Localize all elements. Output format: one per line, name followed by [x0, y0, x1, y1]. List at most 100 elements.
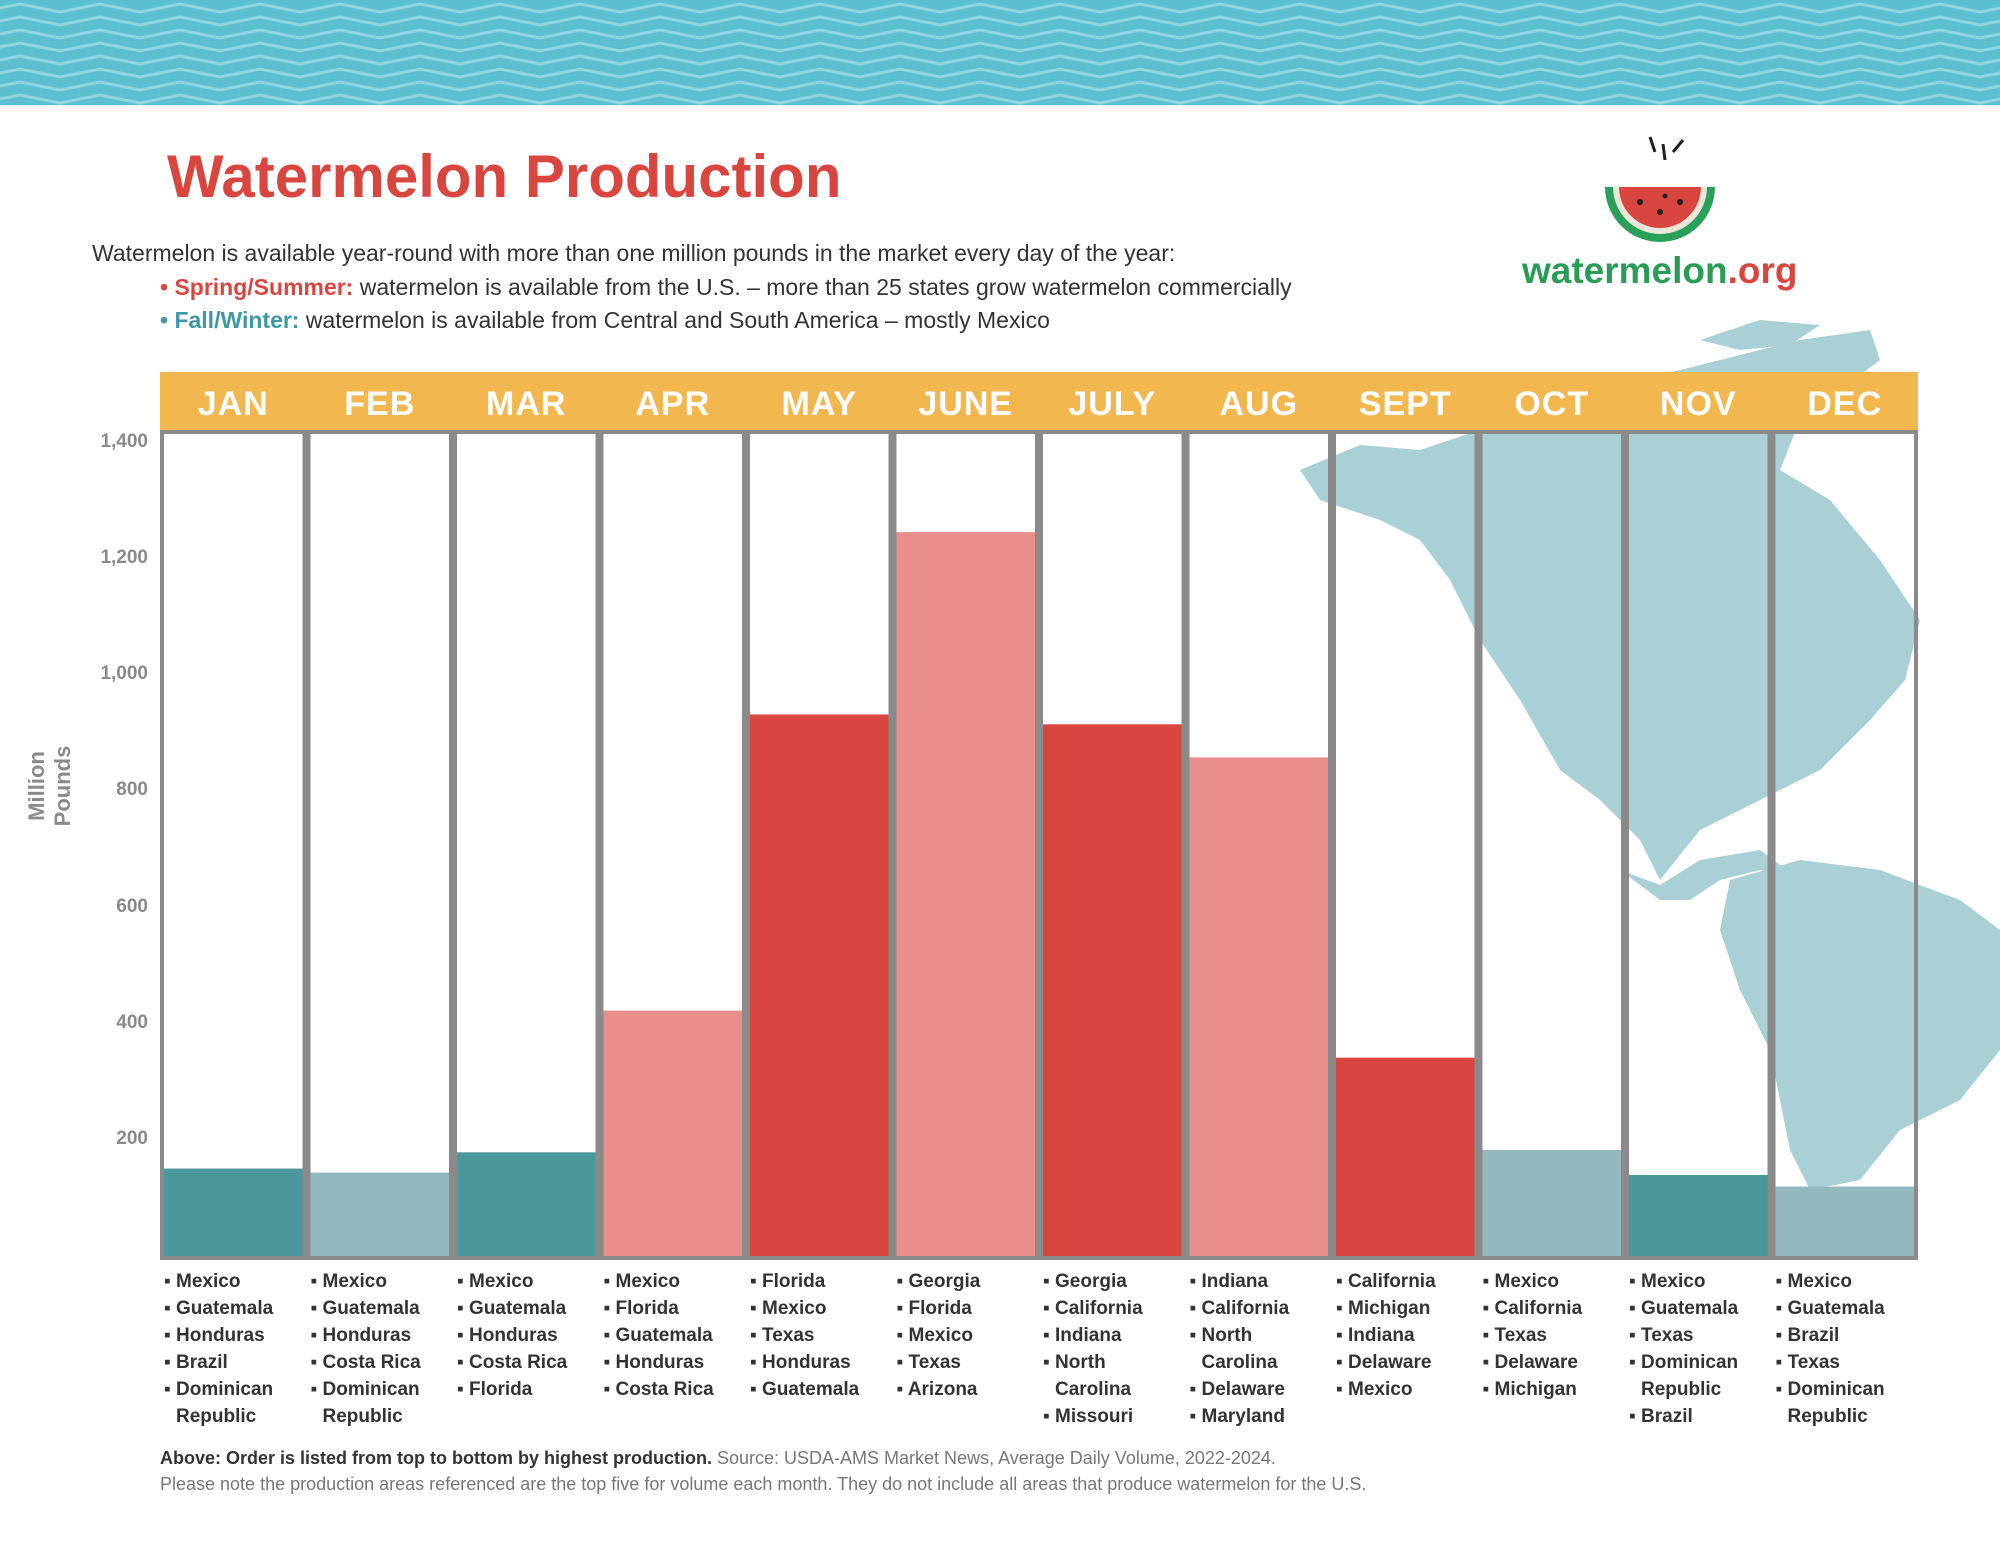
- page-title: Watermelon Production: [167, 143, 842, 210]
- column-border: [1625, 430, 1772, 1260]
- wave-line: [0, 93, 2000, 105]
- bar-may: [746, 714, 893, 1258]
- source-item: ▪ Mexico: [457, 1271, 534, 1292]
- source-item: ▪ Guatemala: [164, 1298, 274, 1319]
- source-item: ▪ Michigan: [1482, 1379, 1577, 1400]
- source-item: ▪ Mexico: [603, 1271, 680, 1292]
- source-item: ▪ California: [1482, 1298, 1583, 1319]
- source-item: ▪ Mexico: [310, 1271, 387, 1292]
- wave-pattern: [0, 2, 2000, 105]
- source-list-mar: ▪ Mexico ▪ Guatemala ▪ Honduras ▪ Costa Ric…: [457, 1268, 600, 1403]
- bar-nov: [1625, 1174, 1772, 1258]
- source-item: ▪ Arizona: [896, 1379, 978, 1400]
- source-list-sept: ▪ California ▪ Michigan ▪ Indiana ▪ Delawar…: [1336, 1268, 1479, 1403]
- source-item: ▪ Costa Rica: [457, 1352, 568, 1373]
- month-label: NOV: [1659, 385, 1737, 423]
- bullet-label: Spring/Summer:: [174, 274, 354, 300]
- source-list-nov: ▪ Mexico ▪ Guatemala ▪ Texas ▪ Dominican Re…: [1629, 1268, 1772, 1430]
- source-list-dec: ▪ Mexico ▪ Guatemala ▪ Brazil ▪ Texas ▪ Domi…: [1776, 1268, 1919, 1430]
- column-border: [1332, 430, 1479, 1260]
- column-border: [746, 430, 893, 1260]
- column-border: [453, 430, 600, 1260]
- month-label: AUG: [1219, 385, 1299, 423]
- month-label: JAN: [197, 385, 269, 423]
- source-item: ▪ Honduras: [750, 1352, 851, 1373]
- source-item: ▪ Florida: [896, 1298, 972, 1319]
- source-item: ▪ Dominican Republic: [164, 1379, 274, 1427]
- source-item: ▪ Florida: [457, 1379, 533, 1400]
- bar-feb: [306, 1172, 453, 1258]
- bar-oct: [1478, 1149, 1625, 1258]
- source-list-aug: ▪ Indiana ▪ California ▪ North Carolina ▪ D…: [1190, 1268, 1333, 1430]
- wave-line: [0, 28, 2000, 40]
- source-item: ▪ Dominican Republic: [1629, 1352, 1739, 1400]
- source-item: ▪ Texas: [1775, 1352, 1840, 1373]
- bullet-text: watermelon is available from the U.S. – …: [353, 274, 1292, 300]
- source-item: ▪ Georgia: [1043, 1271, 1127, 1292]
- source-item: ▪ Dominican Republic: [1775, 1379, 1885, 1427]
- column-border: [1185, 430, 1332, 1260]
- column-border: [1039, 430, 1186, 1260]
- source-item: ▪ Texas: [1482, 1325, 1547, 1346]
- month-label: MAY: [781, 385, 857, 423]
- month-label: OCT: [1514, 385, 1590, 423]
- y-axis-label: Million Pounds: [24, 745, 75, 827]
- source-item: ▪ Mexico: [1775, 1271, 1852, 1292]
- bar-june: [892, 532, 1039, 1258]
- month-header-bar: [160, 372, 1918, 432]
- column-border: [1771, 430, 1918, 1260]
- source-item: ▪ Delaware: [1336, 1352, 1432, 1373]
- wave-line: [0, 41, 2000, 53]
- source-list-may: ▪ Florida ▪ Mexico ▪ Texas ▪ Honduras ▪ Guat…: [750, 1268, 893, 1403]
- source-item: ▪ Brazil: [1775, 1325, 1840, 1346]
- column-border: [160, 430, 307, 1260]
- month-label: DEC: [1807, 385, 1883, 423]
- column-border: [892, 430, 1039, 1260]
- source-list-apr: ▪ Mexico ▪ Florida ▪ Guatemala ▪ Honduras ▪ …: [604, 1268, 747, 1403]
- bar-dec: [1771, 1186, 1918, 1258]
- bar-sept: [1332, 1057, 1479, 1258]
- source-item: ▪ Florida: [750, 1271, 826, 1292]
- bullet-spring-summer: • Spring/Summer: watermelon is available…: [160, 274, 1292, 300]
- source-item: ▪ Guatemala: [750, 1379, 860, 1400]
- source-item: ▪ Guatemala: [603, 1325, 713, 1346]
- month-label: SEPT: [1358, 385, 1452, 423]
- source-item: ▪ Honduras: [603, 1352, 705, 1373]
- source-item: ▪ Guatemala: [457, 1298, 567, 1319]
- bar-mar: [453, 1152, 600, 1258]
- source-item: ▪ Dominican Republic: [310, 1379, 420, 1427]
- source-item: ▪ North Carolina: [1043, 1352, 1132, 1400]
- month-label: APR: [635, 385, 711, 423]
- source-list-jan: ▪ Mexico ▪ Guatemala ▪ Honduras ▪ Brazil ▪ D…: [164, 1268, 307, 1430]
- y-tick-label: 400: [116, 1011, 148, 1033]
- wave-line: [0, 67, 2000, 79]
- source-item: ▪ Maryland: [1189, 1406, 1285, 1427]
- source-item: ▪ Guatemala: [1629, 1298, 1739, 1319]
- source-item: ▪ Guatemala: [310, 1298, 420, 1319]
- source-list-oct: ▪ Mexico ▪ California ▪ Texas ▪ Delaware ▪ M…: [1483, 1268, 1626, 1403]
- column-border: [306, 430, 453, 1260]
- source-item: ▪ Texas: [750, 1325, 815, 1346]
- column-border: [599, 430, 746, 1260]
- source-item: ▪ Texas: [896, 1352, 961, 1373]
- source-item: ▪ Costa Rica: [310, 1352, 421, 1373]
- month-label: JULY: [1068, 385, 1157, 423]
- source-item: ▪ California: [1189, 1298, 1290, 1319]
- bullet-fall-winter: • Fall/Winter: watermelon is available f…: [160, 307, 1050, 333]
- bar-aug: [1185, 757, 1332, 1258]
- source-item: ▪ Mexico: [1629, 1271, 1706, 1292]
- bar-apr: [599, 1010, 746, 1258]
- source-item: ▪ Mexico: [1482, 1271, 1559, 1292]
- source-item: ▪ Mexico: [1336, 1379, 1413, 1400]
- logo-text: watermelon.org: [1522, 250, 1798, 291]
- source-item: ▪ Indiana: [1336, 1325, 1415, 1346]
- month-label: MAR: [486, 385, 567, 423]
- month-label: JUNE: [918, 385, 1014, 423]
- source-item: ▪ North Carolina: [1189, 1325, 1278, 1373]
- source-item: ▪ California: [1336, 1271, 1436, 1292]
- wave-line: [0, 15, 2000, 27]
- source-item: ▪ Honduras: [457, 1325, 558, 1346]
- source-item: ▪ Delaware: [1482, 1352, 1578, 1373]
- watermelon-logo-icon: [1605, 136, 1715, 242]
